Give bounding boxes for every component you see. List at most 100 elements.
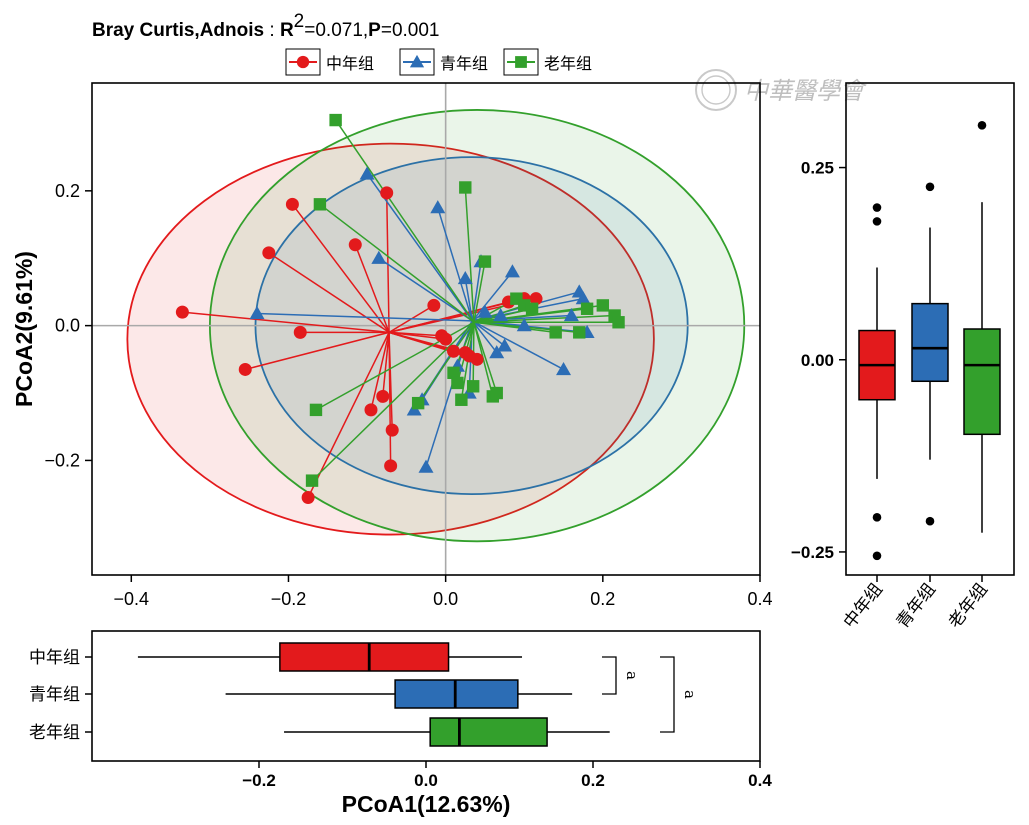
spoke-middle (182, 311, 390, 334)
y-tick-label: 0.0 (55, 316, 80, 336)
outlier-point (872, 217, 882, 226)
category-label: 青年组 (893, 580, 940, 633)
box-body (429, 717, 548, 747)
category-label: 老年组 (29, 723, 80, 743)
point-young (371, 250, 387, 264)
pcoa-scatter-panel: −0.4 −0.2 0.0 0.2 0.4 −0.2 0.0 0.2 PCoA2(9.61%) (11, 82, 773, 609)
point-young (249, 305, 265, 320)
point-middle (439, 332, 453, 346)
point-old (478, 255, 492, 268)
box-body (279, 642, 450, 672)
x-tick-label: 0.4 (747, 589, 772, 609)
point-middle (285, 197, 299, 211)
point-middle (348, 238, 362, 252)
point-young (489, 345, 505, 359)
point-old (612, 316, 625, 329)
x-tick-label: −0.2 (242, 771, 276, 790)
point-old (411, 396, 425, 410)
spoke-old (473, 322, 498, 394)
point-middle (384, 459, 398, 473)
legend-item-middle: 中年组 (285, 48, 374, 76)
box-body (963, 328, 1001, 436)
outlier-point (925, 182, 935, 192)
legend: 中年组 青年组 老年组 (285, 48, 592, 76)
significance-bracket: a (602, 656, 641, 695)
spoke-middle (370, 332, 390, 411)
point-old (447, 366, 460, 380)
spoke-middle (385, 192, 390, 333)
scatter-frame (91, 82, 761, 576)
point-old (459, 181, 472, 194)
spoke-middle (245, 331, 390, 371)
point-middle (380, 186, 394, 200)
y-tick-label: 0.25 (801, 159, 834, 178)
x-tick-label: 0.2 (590, 589, 615, 609)
watermark-seal-inner (701, 75, 731, 105)
point-old (305, 474, 319, 487)
chart-title: Bray Curtis,Adnois : R2=0.071,P=0.001 (92, 11, 440, 41)
sample-points (175, 113, 625, 504)
spoke-young (471, 271, 514, 322)
point-young (418, 459, 434, 473)
x-tick-label: 0.0 (433, 589, 458, 609)
spoke-young (471, 320, 498, 354)
spoke-middle (268, 252, 390, 333)
point-young (556, 361, 572, 376)
reference-lines (92, 83, 760, 575)
ellipse-middle (126, 142, 655, 536)
point-young (497, 338, 513, 352)
category-label: 中年组 (29, 648, 80, 668)
spoke-old (473, 261, 486, 323)
point-middle (364, 403, 378, 417)
legend-square-icon (515, 56, 527, 68)
x-tick-label: −0.2 (271, 589, 307, 609)
y-tick-label: 0.00 (801, 351, 834, 370)
outlier-point (925, 516, 935, 526)
point-middle (529, 292, 543, 306)
point-young (493, 308, 509, 322)
category-label: 中年组 (840, 580, 887, 633)
legend-triangle-icon (409, 54, 425, 68)
spoke-old (417, 321, 475, 404)
y-tick-label: 0.2 (55, 181, 80, 201)
bracket-line (660, 656, 675, 733)
category-label: 老年组 (945, 580, 992, 633)
point-old (466, 380, 480, 393)
spoke-young (464, 278, 474, 322)
point-old (490, 386, 503, 400)
legend-item-young: 青年组 (399, 48, 488, 76)
point-young (563, 308, 579, 322)
point-old (451, 376, 464, 390)
watermark: 中華醫學會 (695, 69, 867, 111)
point-young (575, 291, 591, 305)
point-middle (447, 344, 461, 358)
point-middle (427, 298, 441, 312)
legend-label: 青年组 (440, 54, 488, 73)
legend-label: 中年组 (326, 54, 374, 73)
spoke-middle (382, 332, 390, 397)
point-old (313, 198, 327, 211)
point-young (457, 270, 473, 285)
category-label: 青年组 (29, 685, 80, 705)
box-body (911, 302, 949, 383)
legend-label: 老年组 (544, 54, 592, 73)
spoke-old (335, 119, 475, 323)
point-young (504, 264, 520, 278)
significance-label: a (623, 671, 641, 680)
point-old (309, 403, 323, 417)
point-young (430, 200, 446, 214)
point-middle (385, 423, 399, 437)
legend-circle-icon (296, 55, 310, 69)
x-tick-label: 0.0 (414, 771, 438, 790)
point-old (329, 113, 342, 127)
point-old (549, 326, 562, 339)
spoke-young (472, 320, 564, 371)
point-old (580, 302, 594, 315)
point-old (525, 302, 539, 315)
point-middle (470, 352, 484, 366)
x-tick-label: 0.4 (748, 771, 772, 790)
x-axis-label: PCoA1(12.63%) (342, 791, 511, 817)
point-young (359, 166, 375, 180)
spoke-middle (307, 332, 390, 498)
